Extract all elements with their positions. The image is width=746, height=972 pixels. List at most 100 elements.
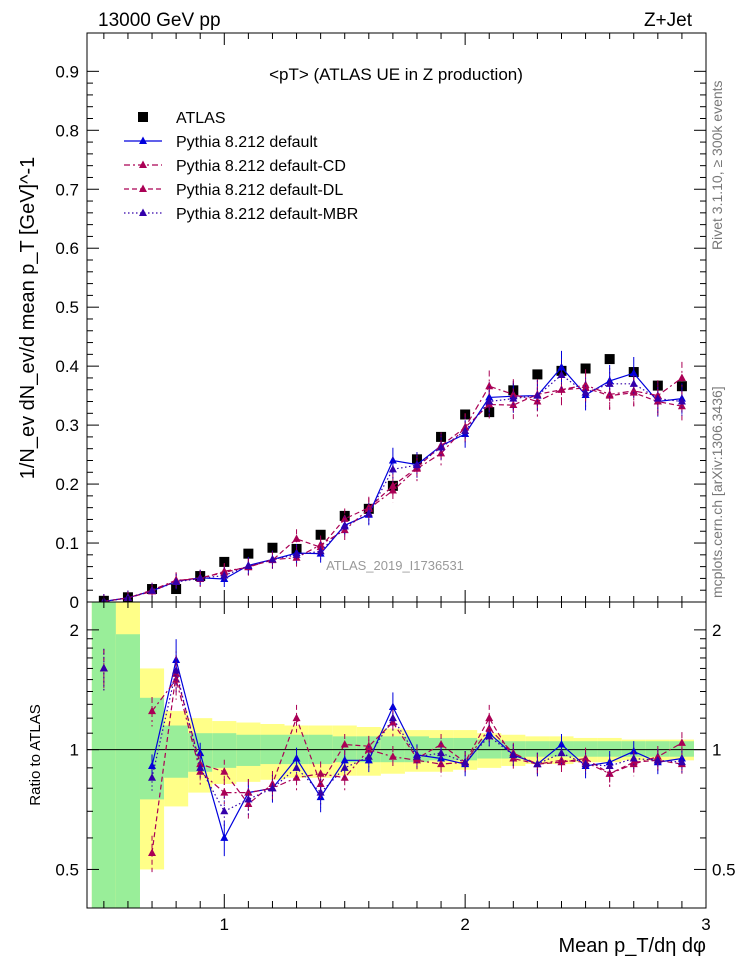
ratio-band-inner-18 — [525, 741, 550, 757]
main-ytick-label-6: 0.6 — [55, 239, 79, 258]
ratio-point-0-21 — [605, 757, 614, 766]
ratio-ytick-label-right-2: 2 — [712, 621, 721, 640]
x-axis-label-text: Mean p_T/dη dφ — [559, 935, 707, 957]
ratio-point-2-19 — [557, 757, 566, 766]
ratio-point-3-16 — [485, 731, 494, 740]
ratio-point-2-2 — [148, 848, 157, 856]
legend-marker-2 — [139, 160, 147, 168]
ratio-point-3-21 — [605, 761, 614, 769]
main-point-2-16 — [485, 381, 494, 390]
ratio-point-2-16 — [485, 713, 494, 722]
main-point-0-9 — [315, 529, 326, 540]
ratio-point-3-7 — [268, 783, 277, 792]
main-point-0-5 — [219, 556, 230, 567]
ratio-point-0-10 — [340, 755, 349, 764]
main-y-axis-label: 1/N_ev dN_ev/d mean p_T [GeV]^-1 — [17, 157, 39, 480]
main-point-4-9 — [316, 546, 325, 555]
ratio-band-inner-0 — [91, 602, 116, 908]
main-point-4-23 — [653, 394, 662, 402]
ratio-band-inner-21 — [597, 741, 622, 757]
main-point-4-17 — [509, 394, 518, 402]
ratio-point-3-9 — [316, 788, 325, 796]
ratio-series-3 — [99, 648, 686, 828]
main-point-4-18 — [533, 391, 542, 399]
ratio-ytick-label-right-1: 1 — [712, 741, 721, 760]
main-ytick-label-4: 0.4 — [55, 357, 79, 376]
main-point-4-20 — [581, 388, 590, 396]
main-point-4-4 — [196, 573, 205, 582]
main-point-4-22 — [629, 379, 638, 387]
ratio-point-2-11 — [364, 741, 373, 750]
ratio-point-1-16 — [485, 724, 494, 732]
legend-entry-4: Pythia 8.212 default-MBR — [124, 206, 358, 223]
ratio-point-3-20 — [581, 759, 590, 768]
main-point-4-8 — [292, 550, 301, 558]
main-point-3-21 — [605, 391, 614, 399]
main-point-0-18 — [532, 369, 543, 380]
ratio-point-0-22 — [629, 746, 638, 755]
main-point-4-10 — [340, 522, 349, 530]
main-point-4-16 — [485, 397, 494, 405]
legend-label-1: Pythia 8.212 default — [176, 134, 318, 151]
ratio-band-inner-3 — [164, 725, 189, 778]
main-ytick-label-7: 0.7 — [55, 180, 79, 199]
ratio-point-3-13 — [412, 752, 421, 760]
ratio-line-1 — [151, 678, 683, 794]
main-point-2-12 — [388, 486, 397, 494]
ratio-point-3-19 — [557, 748, 566, 757]
main-y-axis-label-text: 1/N_ev dN_ev/d mean p_T [GeV]^-1 — [17, 157, 39, 480]
side-label-bottom: mcplots.cern.ch [arXiv:1306.3436] — [709, 386, 725, 598]
chart-watermark: ATLAS_2019_I1736531 — [326, 558, 464, 573]
ratio-point-1-2 — [148, 706, 157, 715]
ratio-point-3-22 — [629, 754, 638, 762]
ratio-point-0-4 — [196, 748, 205, 757]
ratio-point-3-11 — [364, 752, 373, 760]
ratio-point-3-6 — [244, 794, 253, 803]
ratio-ytick-label-right-0: 0.5 — [712, 860, 736, 879]
legend-entry-2: Pythia 8.212 default-CD — [124, 158, 346, 175]
ratio-point-3-10 — [340, 763, 349, 771]
main-point-0-7 — [267, 542, 278, 553]
chart-title: <pT> (ATLAS UE in Z production) — [269, 65, 523, 84]
main-point-3-12 — [388, 481, 397, 489]
ratio-band-inner-6 — [236, 734, 261, 766]
ratio-point-2-10 — [340, 740, 349, 748]
ratio-point-2-4 — [196, 759, 205, 768]
ratio-band-inner-1 — [115, 634, 140, 908]
main-point-0-6 — [243, 548, 254, 559]
main-point-0-20 — [580, 363, 591, 374]
legend-label-2: Pythia 8.212 default-CD — [176, 158, 346, 175]
main-point-3-24 — [677, 401, 686, 410]
main-point-1-12 — [388, 455, 397, 464]
header-left: 13000 GeV pp — [98, 10, 221, 31]
ratio-point-1-12 — [388, 752, 397, 760]
main-point-1-19 — [557, 362, 566, 371]
main-point-4-14 — [437, 443, 446, 451]
main-point-4-7 — [268, 555, 277, 563]
ratio-point-0-2 — [148, 761, 157, 769]
ratio-point-3-15 — [461, 757, 470, 766]
ratio-point-3-4 — [196, 763, 205, 771]
main-ytick-label-8: 0.8 — [55, 121, 79, 140]
header-right: Z+Jet — [644, 10, 693, 31]
ratio-point-1-24 — [677, 738, 686, 746]
main-panel: ATLAS_2019_I1736531 0 0.1 0.2 0.3 0.4 0.5 0.6 0… — [17, 32, 707, 612]
ratio-point-2-6 — [244, 799, 253, 808]
main-ytick-label-3: 0.3 — [55, 416, 79, 435]
main-point-0-21 — [604, 354, 615, 365]
main-point-4-3 — [172, 577, 181, 585]
main-ytick-label-2: 0.2 — [55, 475, 79, 494]
ratio-band-inner-16 — [477, 739, 502, 759]
main-point-4-12 — [388, 464, 397, 473]
main-point-4-15 — [461, 426, 470, 435]
legend-marker-0 — [138, 112, 148, 122]
legend-marker-3 — [139, 184, 147, 192]
ratio-point-3-24 — [677, 757, 686, 766]
legend-label-4: Pythia 8.212 default-MBR — [176, 206, 358, 223]
main-point-4-11 — [364, 509, 373, 517]
main-point-3-22 — [629, 388, 638, 396]
ratio-point-3-23 — [653, 755, 662, 764]
main-ytick-label-1: 0.1 — [55, 534, 79, 553]
main-point-1-16 — [485, 392, 494, 401]
